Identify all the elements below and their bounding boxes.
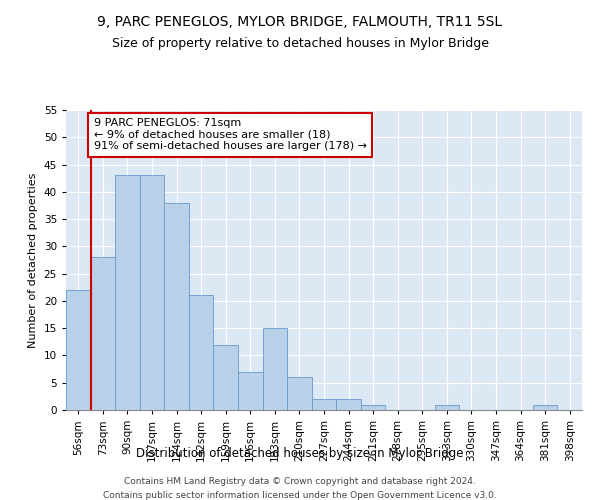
Bar <box>189 296 214 410</box>
Bar <box>164 202 189 410</box>
Bar <box>115 176 140 410</box>
Bar <box>140 176 164 410</box>
Text: Contains HM Land Registry data © Crown copyright and database right 2024.: Contains HM Land Registry data © Crown c… <box>124 478 476 486</box>
Bar <box>361 404 385 410</box>
Y-axis label: Number of detached properties: Number of detached properties <box>28 172 38 348</box>
Bar <box>214 344 238 410</box>
Bar <box>238 372 263 410</box>
Bar <box>533 404 557 410</box>
Text: 9 PARC PENEGLOS: 71sqm
← 9% of detached houses are smaller (18)
91% of semi-deta: 9 PARC PENEGLOS: 71sqm ← 9% of detached … <box>94 118 367 152</box>
Text: 9, PARC PENEGLOS, MYLOR BRIDGE, FALMOUTH, TR11 5SL: 9, PARC PENEGLOS, MYLOR BRIDGE, FALMOUTH… <box>97 15 503 29</box>
Bar <box>434 404 459 410</box>
Bar <box>91 258 115 410</box>
Text: Distribution of detached houses by size in Mylor Bridge: Distribution of detached houses by size … <box>136 448 464 460</box>
Bar <box>312 399 336 410</box>
Bar <box>66 290 91 410</box>
Bar <box>263 328 287 410</box>
Bar <box>287 378 312 410</box>
Text: Contains public sector information licensed under the Open Government Licence v3: Contains public sector information licen… <box>103 491 497 500</box>
Text: Size of property relative to detached houses in Mylor Bridge: Size of property relative to detached ho… <box>112 38 488 51</box>
Bar <box>336 399 361 410</box>
